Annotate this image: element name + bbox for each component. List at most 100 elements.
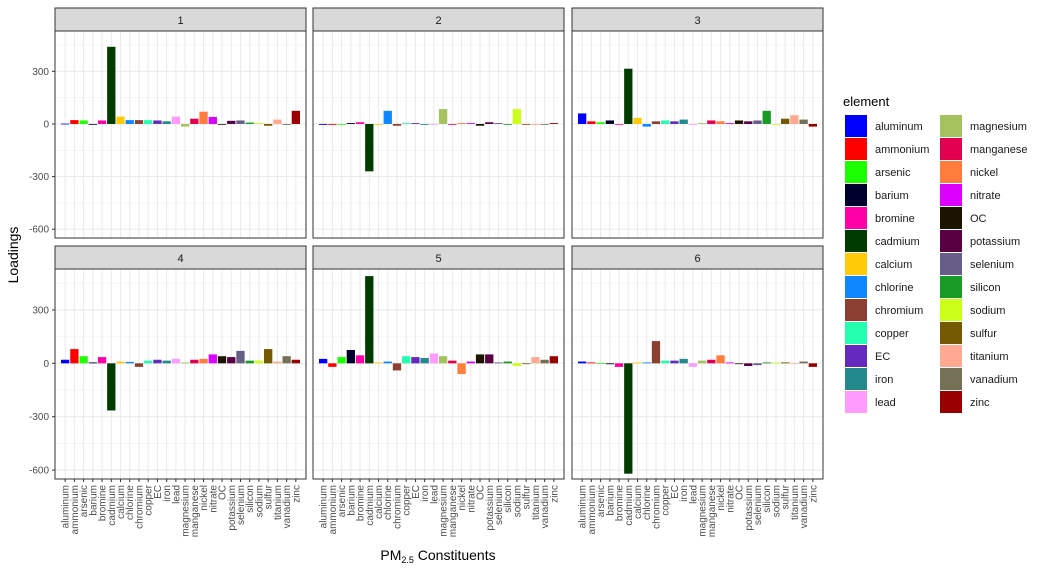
bar-chromium: [134, 120, 144, 124]
x-tick-label: aluminum: [61, 485, 72, 528]
bar-silicon: [245, 360, 254, 364]
panel-border: [312, 268, 565, 480]
bar-lead: [171, 358, 181, 364]
bar-magnesium: [438, 356, 448, 364]
bar-potassium: [227, 357, 236, 364]
y-tick-label: -600: [29, 466, 49, 477]
bar-iron: [162, 360, 171, 364]
x-tick-label: aluminum: [578, 485, 589, 528]
legend-label: aluminum: [875, 121, 923, 133]
legend-label: manganese: [970, 144, 1028, 156]
x-tick-label: chlorine: [642, 485, 653, 520]
legend-key-barium: [845, 184, 867, 206]
x-tick-label: lead: [171, 485, 182, 504]
bar-nitrate: [466, 123, 475, 124]
bar-OC: [734, 363, 744, 365]
bar-barium: [605, 120, 614, 124]
bar-sodium: [254, 360, 264, 364]
legend-label: selenium: [970, 259, 1014, 271]
bar-aluminum: [577, 113, 587, 124]
x-tick-label: sulfur: [781, 484, 792, 509]
x-tick-label: zinc: [808, 485, 819, 503]
legend-label: ammonium: [875, 144, 929, 156]
bar-aluminum: [577, 361, 587, 364]
x-tick-label: barium: [346, 485, 357, 516]
x-tick-label: iron: [679, 485, 690, 502]
bar-ammonium: [328, 123, 337, 125]
x-tick-label: arsenic: [337, 485, 348, 517]
legend-key-chlorine: [845, 276, 867, 298]
legend-key-selenium: [940, 253, 962, 275]
bar-ammonium: [328, 363, 337, 367]
legend-label: zinc: [970, 397, 990, 409]
bar-nitrate: [466, 361, 475, 364]
legend-key-nickel: [940, 161, 962, 183]
bar-chlorine: [383, 110, 392, 124]
x-axis-title-rest: Constituents: [414, 547, 496, 563]
x-tick-label: barium: [88, 485, 99, 516]
bar-zinc: [808, 123, 818, 127]
bar-EC: [153, 120, 162, 124]
bar-zinc: [291, 110, 301, 124]
bar-cadmium: [107, 46, 116, 124]
x-tick-label: potassium: [485, 485, 496, 531]
x-axis-title-subscript: 2.5: [401, 555, 414, 565]
y-axis-title: Loadings: [5, 227, 21, 284]
bar-chlorine: [125, 361, 134, 364]
bar-chlorine: [642, 123, 651, 127]
bar-sodium: [512, 363, 522, 366]
x-tick-label: nitrate: [466, 485, 477, 513]
panel-background: [313, 31, 564, 238]
x-tick-label: barium: [605, 485, 616, 516]
bar-silicon: [245, 122, 254, 124]
bar-magnesium: [180, 362, 190, 364]
bar-cadmium: [107, 363, 116, 411]
legend-label: bromine: [875, 213, 915, 225]
bar-selenium: [236, 350, 245, 364]
bar-iron: [420, 123, 429, 125]
x-tick-label: nickel: [199, 485, 210, 511]
bar-EC: [411, 357, 420, 364]
bar-selenium: [236, 120, 245, 124]
x-tick-label: EC: [670, 485, 681, 499]
bar-barium: [88, 123, 97, 125]
bar-sulfur: [264, 123, 273, 126]
legend-label: titanium: [970, 351, 1009, 363]
x-tick-label: lead: [688, 485, 699, 504]
bar-ammonium: [587, 121, 596, 124]
bar-calcium: [116, 116, 125, 124]
bar-nickel: [716, 121, 725, 124]
legend-key-ammonium: [845, 138, 867, 160]
legend-label: OC: [970, 213, 987, 225]
bar-EC: [411, 123, 420, 124]
bar-magnesium: [697, 123, 707, 124]
legend-key-arsenic: [845, 161, 867, 183]
x-tick-label: chromium: [651, 485, 662, 529]
legend-label: potassium: [970, 236, 1020, 248]
facet-panel-3: 3: [571, 7, 824, 239]
bar-chlorine: [125, 120, 134, 124]
bar-aluminum: [60, 123, 70, 125]
bar-arsenic: [596, 122, 605, 124]
bar-vanadium: [799, 361, 808, 364]
legend-label: calcium: [875, 259, 912, 271]
bar-vanadium: [540, 359, 549, 364]
legend-key-EC: [845, 345, 867, 367]
bar-titanium: [531, 357, 540, 364]
facet-strip-label: 2: [435, 15, 441, 27]
x-axis-title: PM2.5 Constituents: [380, 547, 495, 565]
bar-calcium: [116, 361, 125, 364]
x-tick-label: cadmium: [624, 485, 635, 526]
legend-key-sodium: [940, 299, 962, 321]
bar-nickel: [716, 355, 725, 364]
legend-key-copper: [845, 322, 867, 344]
bar-bromine: [355, 355, 365, 364]
legend-key-silicon: [940, 276, 962, 298]
legend-label: copper: [875, 328, 909, 340]
panel-border: [571, 268, 824, 480]
legend-label: arsenic: [875, 167, 911, 179]
legend-key-sulfur: [940, 322, 962, 344]
bar-aluminum: [318, 123, 328, 125]
bar-calcium: [633, 117, 642, 124]
x-tick-label: calcium: [633, 485, 644, 519]
